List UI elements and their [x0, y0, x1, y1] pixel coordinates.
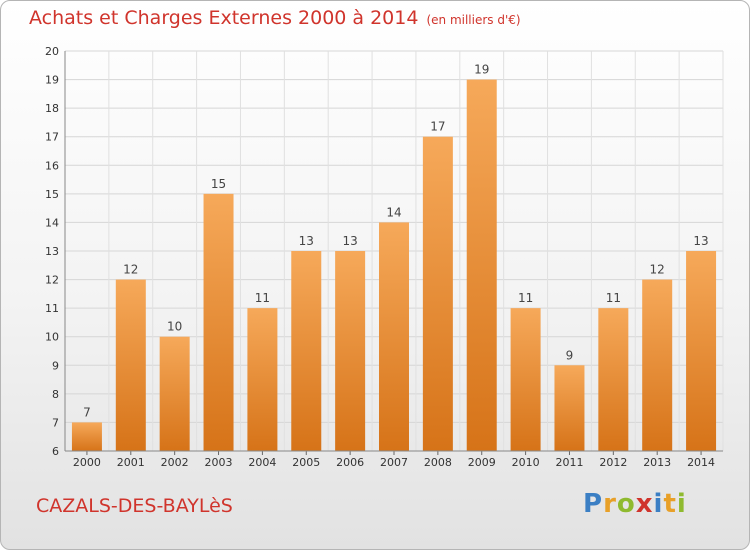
- y-tick-label: 14: [45, 216, 59, 229]
- value-label: 13: [299, 234, 314, 248]
- value-label: 10: [167, 320, 182, 334]
- bar-2013: [642, 279, 673, 451]
- y-tick-label: 7: [52, 416, 59, 429]
- logo-letter: P: [583, 489, 604, 519]
- x-tick-label: 2006: [336, 456, 364, 469]
- logo-letter: o: [616, 489, 636, 519]
- value-label: 9: [566, 348, 574, 362]
- logo-letter: i: [676, 489, 687, 519]
- bar-2014: [686, 251, 717, 451]
- bar-2000: [71, 422, 102, 451]
- value-labels: 7 12 10 15 11 13 13 14 17 19 11 9 11 12 13: [83, 63, 709, 420]
- bar-2004: [247, 308, 278, 451]
- bar-2008: [422, 136, 453, 451]
- value-label: 7: [83, 405, 91, 419]
- y-tick-label: 6: [52, 445, 59, 458]
- x-tick-labels: 2000 2001 2002 2003 2004 2005 2006 2007 2008 2009…: [73, 451, 715, 469]
- axes: [64, 51, 723, 452]
- x-tick-label: 2001: [117, 456, 145, 469]
- bar-2006: [335, 251, 366, 451]
- bar-2002: [159, 336, 190, 451]
- value-label: 15: [211, 177, 226, 191]
- bar-2007: [379, 222, 409, 451]
- y-tick-label: 17: [45, 131, 59, 144]
- value-label: 12: [650, 263, 665, 277]
- x-tick-label: 2003: [205, 456, 233, 469]
- y-tick-label: 13: [45, 245, 59, 258]
- bar-2005: [291, 251, 322, 451]
- x-tick-label: 2008: [424, 456, 452, 469]
- y-tick-label: 12: [45, 274, 59, 287]
- chart-unit: (en milliers d'€): [426, 13, 521, 27]
- y-tick-label: 20: [45, 45, 59, 58]
- y-tick-label: 18: [45, 102, 59, 115]
- value-label: 11: [518, 291, 533, 305]
- value-label: 19: [474, 63, 489, 77]
- x-tick-label: 2007: [380, 456, 408, 469]
- y-tick-label: 16: [45, 159, 59, 172]
- x-tick-label: 2000: [73, 456, 101, 469]
- x-tick-label: 2013: [643, 456, 671, 469]
- proxiti-logo[interactable]: Proxiti: [583, 489, 687, 519]
- value-label: 14: [386, 205, 401, 219]
- y-tick-label: 10: [45, 331, 59, 344]
- x-tick-label: 2012: [599, 456, 627, 469]
- bar-2012: [598, 308, 629, 451]
- logo-letter: i: [653, 489, 664, 519]
- x-tick-label: 2002: [161, 456, 189, 469]
- x-tick-label: 2014: [687, 456, 715, 469]
- value-label: 11: [255, 291, 270, 305]
- chart-title-text: Achats et Charges Externes 2000 à 2014: [29, 7, 419, 29]
- commune-name: CAZALS-DES-BAYLèS: [36, 495, 233, 517]
- x-tick-label: 2009: [468, 456, 496, 469]
- y-tick-label: 19: [45, 74, 59, 87]
- y-tick-label: 15: [45, 188, 59, 201]
- value-label: 13: [342, 234, 357, 248]
- y-tick-label: 9: [52, 359, 59, 372]
- y-tick-label: 11: [45, 302, 59, 315]
- logo-letter: x: [635, 489, 654, 519]
- bar-2009: [466, 79, 497, 452]
- x-tick-label: 2004: [248, 456, 276, 469]
- logo-letter: r: [603, 489, 617, 519]
- value-label: 11: [606, 291, 621, 305]
- y-tick-label: 8: [52, 388, 59, 401]
- bars: [71, 79, 717, 452]
- value-label: 12: [123, 263, 138, 277]
- bar-2001: [115, 279, 146, 451]
- value-label: 17: [430, 120, 445, 134]
- bar-2003: [203, 193, 234, 451]
- chart-title: Achats et Charges Externes 2000 à 2014 (e…: [29, 7, 521, 29]
- x-tick-label: 2005: [292, 456, 320, 469]
- y-tick-labels: 6 7 8 9 10 11 12 13 14 15 16 17 18 19 20: [45, 45, 59, 458]
- x-tick-label: 2011: [555, 456, 583, 469]
- bar-2011: [554, 365, 585, 451]
- logo-letter: t: [663, 489, 677, 519]
- x-tick-label: 2010: [512, 456, 540, 469]
- value-label: 13: [693, 234, 708, 248]
- bar-2010: [510, 308, 541, 451]
